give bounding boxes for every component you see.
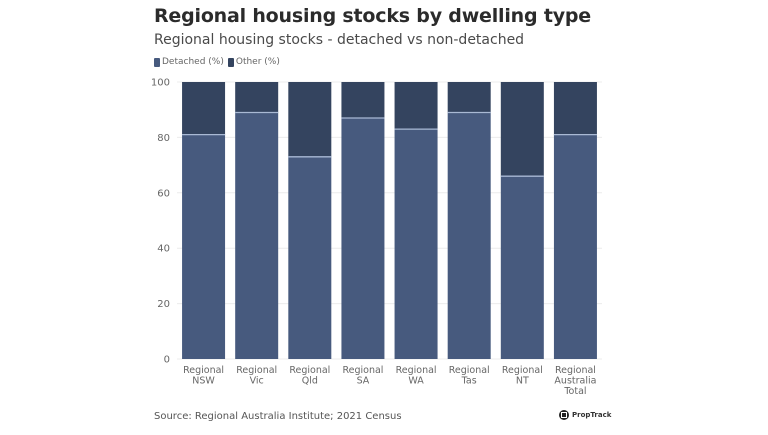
bar-detached bbox=[394, 129, 438, 359]
legend-swatch-other bbox=[227, 57, 234, 67]
x-tick-label: Regional Tas bbox=[449, 365, 490, 387]
bar-detached bbox=[553, 134, 597, 359]
bar-detached bbox=[288, 156, 332, 359]
x-tick-label: Regional Australia Total bbox=[554, 365, 596, 397]
source-note: Source: Regional Australia Institute; 20… bbox=[154, 411, 402, 422]
y-tick-label: 20 bbox=[157, 299, 170, 310]
bar-detached bbox=[341, 118, 385, 359]
bar-detached bbox=[182, 134, 226, 359]
legend-item-detached[interactable]: Detached (%) bbox=[154, 57, 224, 67]
bar-detached bbox=[235, 112, 279, 359]
proptrack-logo: PropTrack bbox=[559, 410, 611, 420]
bar-other bbox=[447, 82, 491, 113]
bar-detached bbox=[447, 112, 491, 359]
bar-other bbox=[288, 82, 332, 157]
x-tick-label: Regional NSW bbox=[183, 365, 224, 387]
proptrack-house-icon bbox=[559, 410, 569, 420]
x-tick-label: Regional Vic bbox=[236, 365, 277, 387]
y-tick-label: 100 bbox=[151, 78, 170, 89]
legend-item-other[interactable]: Other (%) bbox=[227, 57, 280, 67]
bar-other bbox=[553, 82, 597, 135]
x-tick-label: Regional WA bbox=[396, 365, 437, 387]
bar-other bbox=[235, 82, 279, 113]
bar-other bbox=[394, 82, 438, 130]
chart-subtitle: Regional housing stocks - detached vs no… bbox=[154, 32, 525, 48]
bar-other bbox=[341, 82, 385, 119]
bar-other bbox=[182, 82, 226, 135]
y-tick-label: 40 bbox=[157, 244, 170, 255]
legend-swatch-detached bbox=[154, 57, 160, 67]
x-tick-label: Regional SA bbox=[342, 365, 383, 387]
bar-other bbox=[500, 82, 544, 177]
y-tick-label: 80 bbox=[157, 133, 170, 144]
legend-label-other: Other (%) bbox=[235, 57, 280, 67]
legend: Detached (%) Other (%) bbox=[154, 57, 280, 67]
legend-label-detached: Detached (%) bbox=[162, 57, 224, 67]
x-tick-label: Regional Qld bbox=[289, 365, 330, 387]
y-tick-label: 60 bbox=[157, 188, 170, 199]
proptrack-brand: PropTrack bbox=[572, 411, 612, 419]
chart-title: Regional housing stocks by dwelling type bbox=[154, 5, 591, 27]
y-tick-label: 0 bbox=[164, 355, 170, 366]
bar-detached bbox=[500, 176, 544, 359]
x-tick-label: Regional NT bbox=[502, 365, 543, 387]
